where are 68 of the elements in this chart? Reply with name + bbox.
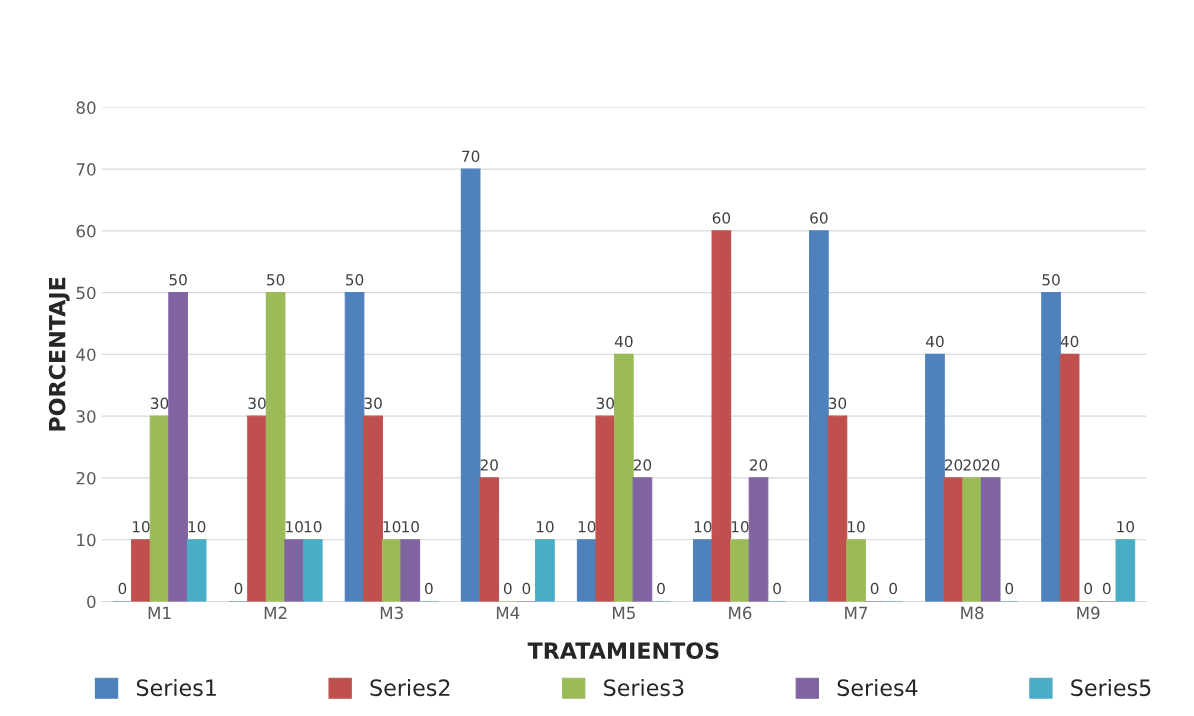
x-tick-label: M5: [613, 606, 635, 620]
data-label: 50: [267, 273, 285, 286]
x-axis-title: TRATAMIENTOS: [527, 642, 719, 660]
legend-label: Series1: [136, 678, 216, 697]
data-label: 30: [828, 397, 847, 410]
data-label: 0: [424, 582, 433, 595]
y-tick-label: 50: [76, 286, 96, 300]
y-tick-label: 0: [87, 595, 96, 609]
y-tick-label: 60: [76, 224, 96, 238]
data-label: 30: [248, 397, 266, 410]
x-tick-label: M6: [729, 606, 752, 620]
data-label: 10: [1117, 521, 1135, 533]
legend-label: Series4: [837, 678, 918, 697]
y-tick-label: 40: [76, 348, 96, 361]
y-tick-label: 80: [76, 101, 96, 114]
data-label: 10: [402, 521, 419, 533]
data-label: 60: [712, 212, 731, 224]
x-tick-label: M1: [148, 606, 171, 619]
x-tick-label: M9: [1077, 606, 1100, 620]
legend-label: Series5: [1071, 678, 1151, 697]
data-label: 10: [286, 521, 303, 533]
y-axis-title: PORCENTAJE: [48, 277, 70, 431]
x-tick-label: M2: [264, 606, 287, 619]
y-tick-label: 70: [76, 163, 96, 176]
data-label: 40: [614, 335, 633, 348]
data-label: 0: [503, 582, 512, 595]
data-label: 10: [132, 521, 150, 533]
data-label: 0: [1084, 582, 1093, 595]
x-tick-label: M4: [496, 606, 520, 619]
data-label: 0: [118, 582, 127, 595]
data-label: 10: [578, 521, 596, 533]
data-label: 0: [657, 582, 665, 595]
data-label: 0: [234, 582, 243, 595]
x-tick-label: M8: [961, 606, 984, 620]
data-label: 10: [304, 521, 322, 533]
legend-label: Series3: [604, 678, 684, 697]
data-label: 20: [982, 459, 1000, 471]
y-tick-label: 30: [76, 410, 96, 423]
data-label: 10: [847, 521, 865, 533]
data-label: 0: [1005, 582, 1014, 595]
data-label: 20: [480, 459, 498, 471]
data-label: 20: [944, 459, 963, 471]
data-label: 0: [1102, 582, 1111, 595]
data-label: 20: [963, 459, 981, 471]
data-label: 50: [1042, 273, 1060, 286]
data-label: 10: [536, 521, 554, 533]
data-label: 50: [169, 273, 187, 286]
y-tick-label: 20: [76, 471, 96, 485]
data-label: 30: [596, 397, 614, 410]
data-label: 10: [694, 521, 712, 533]
data-label: 30: [364, 397, 382, 410]
data-label: 0: [889, 582, 898, 595]
data-label: 60: [810, 212, 828, 224]
data-label: 20: [749, 459, 768, 471]
data-label: 0: [522, 582, 531, 595]
data-label: 0: [773, 582, 781, 595]
data-label: 10: [383, 521, 401, 533]
data-label: 70: [462, 150, 480, 163]
legend-label: Series2: [370, 678, 450, 697]
x-tick-label: M3: [380, 606, 403, 620]
data-label: 40: [926, 335, 944, 348]
data-label: 10: [731, 521, 749, 533]
data-label: 50: [346, 273, 364, 286]
data-label: 20: [633, 459, 652, 471]
data-label: 0: [870, 582, 879, 595]
data-label: 10: [188, 521, 206, 533]
y-tick-label: 10: [77, 533, 96, 547]
x-tick-label: M7: [845, 606, 868, 619]
